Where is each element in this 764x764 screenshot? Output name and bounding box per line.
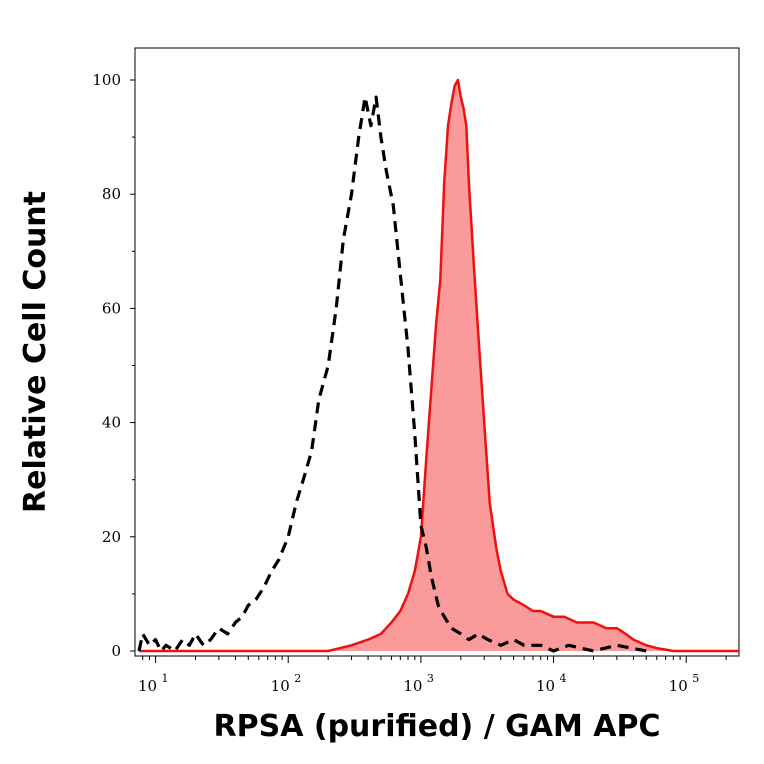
- y-tick-label: 80: [102, 185, 121, 203]
- y-tick-label: 100: [92, 71, 121, 89]
- series-layer: [137, 78, 739, 653]
- x-tick-label: 10 4: [536, 672, 567, 695]
- y-axis-ticks: 0 20 40 60 80 100: [92, 71, 135, 660]
- y-tick-label: 40: [102, 414, 121, 432]
- x-tick-base: 10: [271, 677, 290, 695]
- x-tick-label: 10 3: [403, 672, 434, 695]
- x-tick-base: 10: [669, 677, 688, 695]
- x-axis-title: RPSA (purified) / GAM APC: [214, 709, 661, 744]
- x-tick-label: 10 2: [271, 672, 302, 695]
- series-line-dashed: [137, 95, 647, 653]
- x-tick-exponent: 3: [427, 672, 434, 685]
- x-axis-ticks: 10 1 10 2 10 3 10 4 10 5: [138, 656, 727, 695]
- x-tick-label: 10 1: [138, 672, 169, 695]
- y-tick-label: 60: [102, 299, 121, 317]
- x-tick-exponent: 5: [692, 672, 699, 685]
- x-tick-label: 10 5: [669, 672, 700, 695]
- x-tick-exponent: 4: [560, 672, 567, 685]
- y-tick-label: 20: [102, 528, 121, 546]
- x-tick-exponent: 2: [294, 672, 301, 685]
- series-line-solid: [139, 78, 739, 653]
- x-tick-exponent: 1: [162, 672, 169, 685]
- x-tick-base: 10: [403, 677, 422, 695]
- y-tick-label: 0: [111, 642, 121, 660]
- y-axis-title: Relative Cell Count: [18, 191, 53, 513]
- x-tick-base: 10: [138, 677, 157, 695]
- x-tick-base: 10: [536, 677, 555, 695]
- series-fill-solid: [139, 80, 739, 651]
